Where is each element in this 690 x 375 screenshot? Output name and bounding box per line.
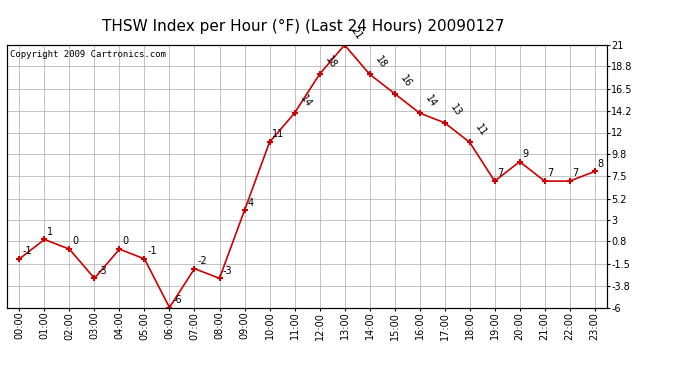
Text: 7: 7 <box>497 168 504 178</box>
Text: 13: 13 <box>448 103 464 118</box>
Text: -6: -6 <box>172 295 182 305</box>
Text: 11: 11 <box>474 122 489 138</box>
Text: 8: 8 <box>598 159 604 169</box>
Text: 16: 16 <box>399 74 414 90</box>
Text: -3: -3 <box>222 266 232 276</box>
Text: 14: 14 <box>424 93 439 109</box>
Text: 18: 18 <box>374 54 389 70</box>
Text: THSW Index per Hour (°F) (Last 24 Hours) 20090127: THSW Index per Hour (°F) (Last 24 Hours)… <box>102 19 505 34</box>
Text: -3: -3 <box>97 266 107 276</box>
Text: 18: 18 <box>324 54 339 70</box>
Text: 0: 0 <box>72 236 79 246</box>
Text: 4: 4 <box>247 198 253 207</box>
Text: 21: 21 <box>348 25 364 41</box>
Text: -1: -1 <box>147 246 157 256</box>
Text: 9: 9 <box>522 149 529 159</box>
Text: Copyright 2009 Cartronics.com: Copyright 2009 Cartronics.com <box>10 50 166 59</box>
Text: 7: 7 <box>547 168 553 178</box>
Text: 0: 0 <box>122 236 128 246</box>
Text: 11: 11 <box>273 129 284 140</box>
Text: 7: 7 <box>573 168 579 178</box>
Text: -2: -2 <box>197 256 207 266</box>
Text: 14: 14 <box>299 93 314 109</box>
Text: 1: 1 <box>47 226 53 237</box>
Text: -1: -1 <box>22 246 32 256</box>
